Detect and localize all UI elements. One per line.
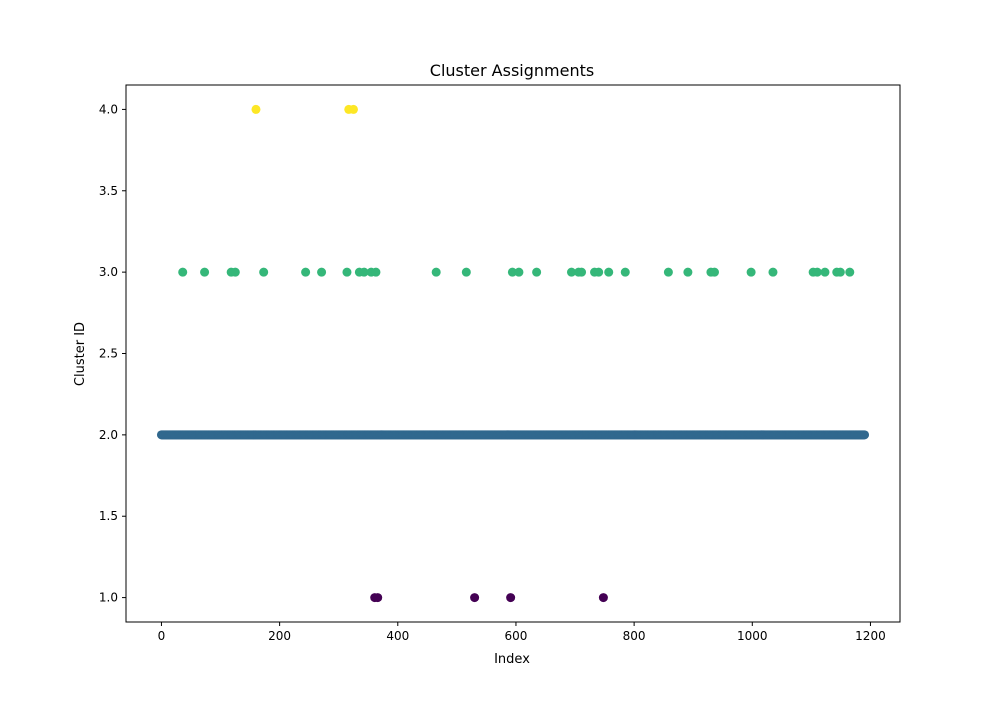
data-point (342, 267, 352, 277)
data-point (835, 267, 845, 277)
data-point (506, 593, 516, 603)
data-point (820, 267, 830, 277)
data-point (746, 267, 756, 277)
x-tick-label: 1000 (737, 629, 768, 643)
y-tick-label: 1.0 (99, 591, 118, 605)
data-point (373, 593, 383, 603)
data-point (431, 267, 441, 277)
x-tick-label: 1200 (855, 629, 886, 643)
x-tick-label: 600 (505, 629, 528, 643)
data-point (768, 267, 778, 277)
y-tick-label: 4.0 (99, 102, 118, 116)
data-point (200, 267, 210, 277)
y-tick-label: 1.5 (99, 509, 118, 523)
y-tick-label: 3.0 (99, 265, 118, 279)
data-point (709, 267, 719, 277)
data-point (845, 267, 855, 277)
y-axis-label: Cluster ID (73, 322, 88, 386)
data-point (860, 430, 870, 440)
x-tick-label: 800 (623, 629, 646, 643)
y-tick-label: 3.5 (99, 184, 118, 198)
data-point (317, 267, 327, 277)
data-point (461, 267, 471, 277)
data-point (348, 104, 358, 114)
data-point (620, 267, 630, 277)
data-point (683, 267, 693, 277)
x-tick-label: 200 (268, 629, 291, 643)
y-tick-label: 2.0 (99, 428, 118, 442)
data-point (532, 267, 542, 277)
data-point (230, 267, 240, 277)
data-point (598, 593, 608, 603)
data-point (566, 267, 576, 277)
data-point (371, 267, 381, 277)
data-point (604, 267, 614, 277)
x-tick-label: 400 (386, 629, 409, 643)
x-tick-label: 0 (158, 629, 166, 643)
chart-title: Cluster Assignments (430, 61, 594, 80)
data-point (514, 267, 524, 277)
data-point (812, 267, 822, 277)
plot-area: 0 200 400 600 800 1000 1200 1.0 1.5 2.0 2.5 3.0 3.5 4… (99, 84, 901, 643)
data-point (259, 267, 269, 277)
data-point (507, 267, 517, 277)
x-axis-label: Index (494, 652, 530, 667)
data-points (156, 104, 870, 603)
data-point (577, 267, 587, 277)
data-point (178, 267, 188, 277)
data-point (470, 593, 480, 603)
y-tick-label: 2.5 (99, 347, 118, 361)
data-point (663, 267, 673, 277)
data-point (251, 104, 261, 114)
data-point (301, 267, 311, 277)
data-point (594, 267, 604, 277)
data-point (359, 267, 369, 277)
